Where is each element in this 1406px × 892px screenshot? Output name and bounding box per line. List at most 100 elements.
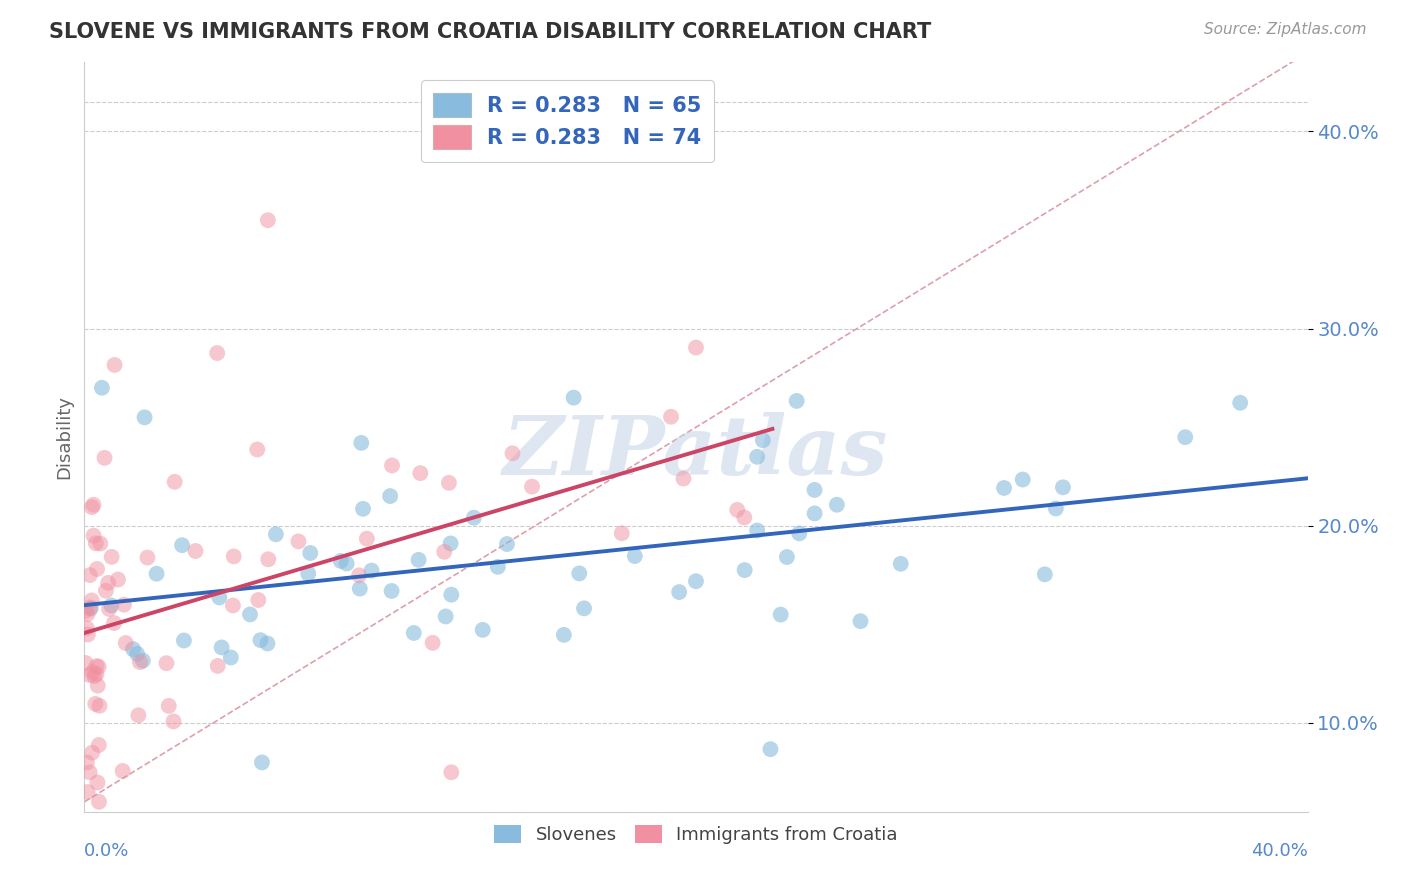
Text: SLOVENE VS IMMIGRANTS FROM CROATIA DISABILITY CORRELATION CHART: SLOVENE VS IMMIGRANTS FROM CROATIA DISAB… — [49, 22, 931, 42]
Slovenes — [463, 510, 485, 524]
Slovenes — [890, 557, 912, 571]
Slovenes — [208, 591, 231, 605]
Text: ZIPatlas: ZIPatlas — [503, 412, 889, 492]
Slovenes — [568, 566, 591, 581]
Slovenes — [759, 742, 782, 756]
Slovenes — [496, 537, 519, 551]
Slovenes — [624, 549, 647, 563]
Immigrants from Croatia — [502, 446, 524, 460]
Immigrants from Croatia — [422, 636, 444, 650]
Slovenes — [211, 640, 233, 655]
Slovenes — [553, 628, 575, 642]
Immigrants from Croatia — [433, 545, 456, 559]
Immigrants from Croatia — [247, 593, 270, 607]
Immigrants from Croatia — [103, 358, 125, 372]
Immigrants from Croatia — [127, 708, 149, 723]
Slovenes — [256, 636, 278, 650]
Slovenes — [747, 450, 769, 464]
Slovenes — [352, 501, 374, 516]
Slovenes — [380, 489, 402, 503]
Slovenes — [336, 557, 359, 571]
Immigrants from Croatia — [155, 656, 177, 670]
Immigrants from Croatia — [76, 621, 98, 635]
Immigrants from Croatia — [184, 544, 207, 558]
Immigrants from Croatia — [86, 667, 108, 681]
Slovenes — [789, 526, 811, 541]
Immigrants from Croatia — [246, 442, 269, 457]
Slovenes — [350, 436, 373, 450]
Slovenes — [803, 483, 825, 497]
Immigrants from Croatia — [87, 738, 110, 752]
Slovenes — [173, 633, 195, 648]
Slovenes — [849, 614, 872, 628]
Immigrants from Croatia — [86, 659, 108, 673]
Slovenes — [439, 536, 461, 550]
Immigrants from Croatia — [257, 213, 280, 227]
Slovenes — [297, 566, 319, 581]
Immigrants from Croatia — [409, 466, 432, 480]
Immigrants from Croatia — [83, 529, 105, 543]
Immigrants from Croatia — [89, 536, 111, 550]
Immigrants from Croatia — [80, 593, 103, 607]
Slovenes — [100, 599, 122, 613]
Immigrants from Croatia — [84, 536, 107, 550]
Immigrants from Croatia — [163, 475, 186, 489]
Immigrants from Croatia — [659, 409, 682, 424]
Slovenes — [752, 433, 775, 447]
Immigrants from Croatia — [75, 656, 97, 670]
Slovenes — [349, 582, 371, 596]
Slovenes — [1033, 567, 1056, 582]
Immigrants from Croatia — [111, 764, 134, 778]
Slovenes — [145, 566, 167, 581]
Slovenes — [786, 393, 808, 408]
Immigrants from Croatia — [79, 600, 101, 615]
Immigrants from Croatia — [114, 636, 136, 650]
Slovenes — [803, 507, 825, 521]
Immigrants from Croatia — [356, 532, 378, 546]
Immigrants from Croatia — [162, 714, 184, 729]
Immigrants from Croatia — [83, 498, 105, 512]
Slovenes — [360, 564, 382, 578]
Immigrants from Croatia — [205, 346, 228, 360]
Immigrants from Croatia — [347, 568, 370, 582]
Immigrants from Croatia — [129, 655, 152, 669]
Y-axis label: Disability: Disability — [55, 395, 73, 479]
Immigrants from Croatia — [112, 598, 135, 612]
Slovenes — [90, 381, 112, 395]
Immigrants from Croatia — [207, 659, 229, 673]
Slovenes — [668, 585, 690, 599]
Immigrants from Croatia — [86, 775, 108, 789]
Immigrants from Croatia — [222, 599, 245, 613]
Slovenes — [769, 607, 792, 622]
Slovenes — [329, 554, 352, 568]
Immigrants from Croatia — [87, 795, 110, 809]
Immigrants from Croatia — [103, 615, 125, 630]
Slovenes — [1174, 430, 1197, 444]
Slovenes — [122, 642, 145, 657]
Slovenes — [471, 623, 494, 637]
Slovenes — [572, 601, 595, 615]
Immigrants from Croatia — [89, 698, 111, 713]
Immigrants from Croatia — [97, 575, 120, 590]
Immigrants from Croatia — [82, 746, 104, 760]
Immigrants from Croatia — [82, 665, 104, 680]
Immigrants from Croatia — [610, 526, 633, 541]
Slovenes — [127, 647, 149, 661]
Slovenes — [1052, 480, 1074, 494]
Slovenes — [685, 574, 707, 589]
Immigrants from Croatia — [76, 785, 98, 799]
Slovenes — [408, 553, 430, 567]
Slovenes — [170, 538, 193, 552]
Immigrants from Croatia — [83, 669, 105, 683]
Immigrants from Croatia — [672, 471, 695, 485]
Text: 40.0%: 40.0% — [1251, 842, 1308, 860]
Immigrants from Croatia — [222, 549, 245, 564]
Immigrants from Croatia — [93, 450, 115, 465]
Slovenes — [825, 498, 848, 512]
Slovenes — [264, 527, 287, 541]
Slovenes — [993, 481, 1015, 495]
Slovenes — [79, 601, 101, 615]
Immigrants from Croatia — [136, 550, 159, 565]
Slovenes — [381, 584, 404, 599]
Slovenes — [219, 650, 242, 665]
